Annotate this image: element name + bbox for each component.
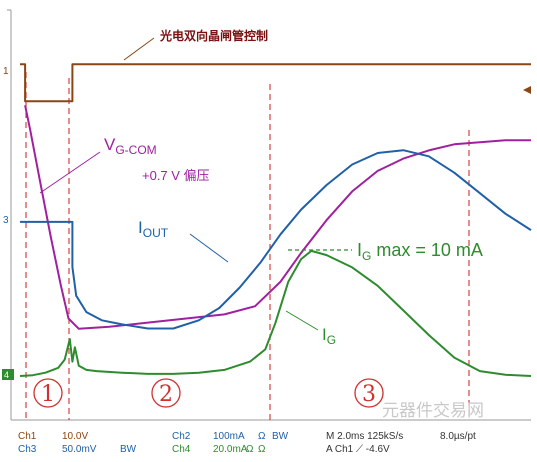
bandwidth-limit-ch3: BW	[120, 444, 137, 455]
chart-title: 光电双向晶闸管控制	[159, 28, 268, 43]
region-1-circle	[33, 378, 63, 408]
ig-leader-line	[285, 310, 319, 331]
channel-marker-3: 3	[3, 215, 9, 226]
iout-leader-line	[189, 233, 229, 263]
ohm-symbol: Ω	[258, 431, 266, 442]
iout-label: IOUT	[138, 218, 169, 240]
ig-label: IG	[322, 325, 336, 347]
trace-iout	[20, 149, 532, 330]
ohm-symbol: Ω	[246, 444, 254, 455]
trigger-readout: A Ch1 ⟋ -4.6V	[326, 444, 390, 455]
ch1-name: Ch1	[18, 431, 37, 442]
ig-max-annotation: IG max = 10 mA	[357, 240, 483, 263]
ch4-name: Ch4	[172, 444, 191, 455]
vgcom-label: VG-COM	[104, 135, 157, 157]
region-2-label: 2	[159, 382, 173, 407]
ch2-name: Ch2	[172, 431, 191, 442]
region-2-circle	[151, 378, 181, 408]
trace-vgcom	[24, 105, 531, 330]
traces	[19, 63, 532, 377]
bias-annotation: +0.7 V 偏压	[142, 168, 210, 183]
ch4-scale: 20.0mA	[213, 444, 248, 455]
sample-interval-readout: 8.0µs/pt	[440, 431, 476, 442]
ch2-scale: 100mA	[213, 431, 245, 442]
title-leader-line	[123, 37, 155, 61]
ch3-name: Ch3	[18, 444, 37, 455]
region-3-circle	[354, 378, 384, 408]
ohm-symbol: Ω	[258, 444, 266, 455]
channel-marker-1: 1	[3, 66, 9, 77]
trigger-level-arrow-icon	[523, 86, 531, 94]
region-1-label: 1	[41, 382, 55, 407]
vgcom-leader-line	[39, 151, 101, 194]
trace-ch1	[20, 63, 531, 103]
ch1-scale: 10.0V	[62, 431, 88, 442]
region-3-label: 3	[362, 382, 376, 407]
watermark: 元器件交易网	[382, 401, 484, 420]
channel-marker-4-box	[2, 369, 14, 380]
trace-ig	[19, 249, 532, 377]
bandwidth-limit-ch2: BW	[272, 431, 289, 442]
ch3-scale: 50.0mV	[62, 444, 97, 455]
channel-marker-4: 4	[4, 370, 9, 380]
timebase-readout: M 2.0ms 125kS/s	[326, 431, 403, 442]
